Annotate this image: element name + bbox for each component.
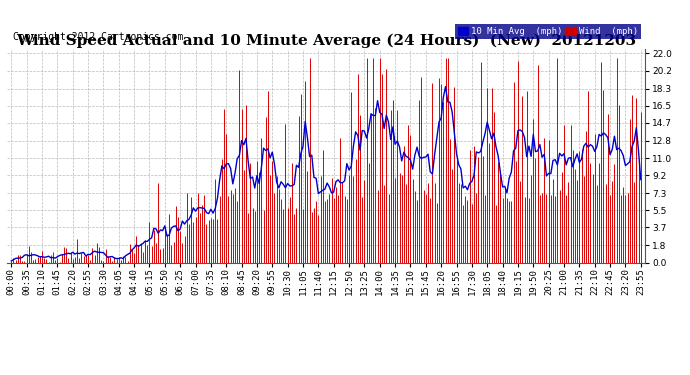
Legend: 10 Min Avg  (mph), Wind  (mph): 10 Min Avg (mph), Wind (mph) xyxy=(455,24,640,39)
Title: Wind Speed Actual and 10 Minute Average (24 Hours)  (New)  20121203: Wind Speed Actual and 10 Minute Average … xyxy=(16,33,636,48)
Text: Copyright 2012 Cartronics.com: Copyright 2012 Cartronics.com xyxy=(13,32,184,42)
